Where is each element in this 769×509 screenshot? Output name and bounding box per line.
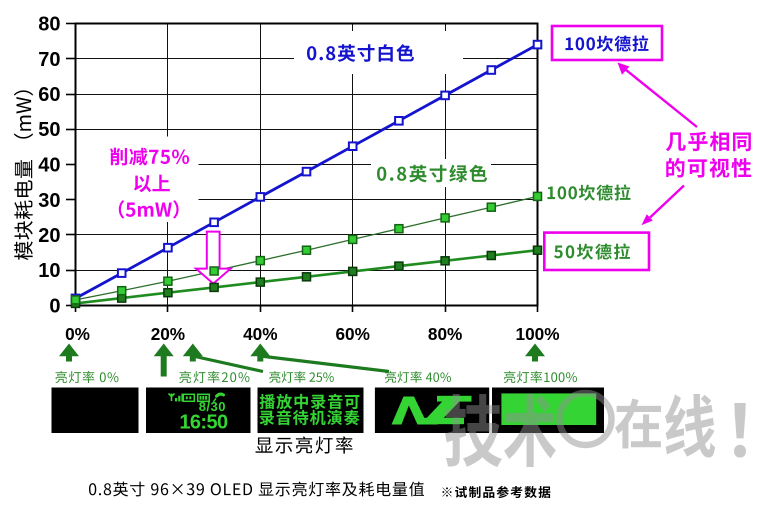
svg-text:80: 80 <box>38 14 60 36</box>
svg-text:50: 50 <box>38 119 60 141</box>
svg-text:10: 10 <box>38 260 60 282</box>
svg-text:80%: 80% <box>428 324 462 344</box>
svg-text:60%: 60% <box>335 324 369 344</box>
svg-text:30: 30 <box>38 190 60 212</box>
svg-text:40: 40 <box>38 155 60 177</box>
svg-text:16:50: 16:50 <box>179 412 228 434</box>
svg-text:0%: 0% <box>65 324 90 344</box>
svg-text:40%: 40% <box>243 324 277 344</box>
svg-text:100%: 100% <box>516 324 560 344</box>
svg-text:20%: 20% <box>151 324 185 344</box>
svg-text:20: 20 <box>38 225 60 247</box>
svg-text:0: 0 <box>49 296 60 318</box>
svg-text:60: 60 <box>38 84 60 106</box>
svg-text:70: 70 <box>38 49 60 71</box>
svg-text:8/30: 8/30 <box>199 399 226 414</box>
